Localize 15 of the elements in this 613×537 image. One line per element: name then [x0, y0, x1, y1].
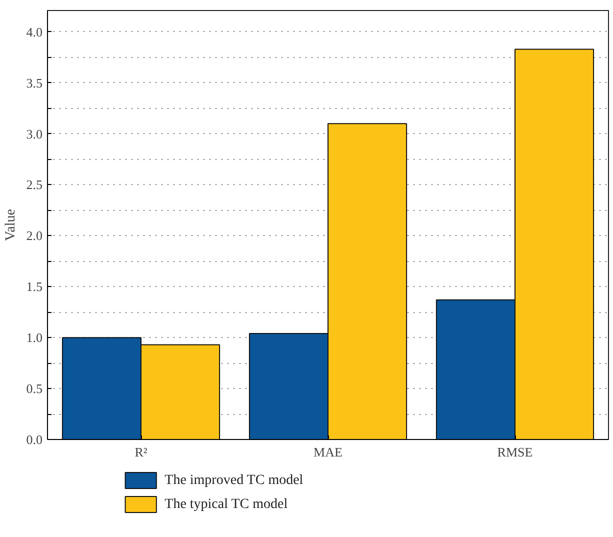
y-axis-title: Value: [3, 209, 18, 241]
x-tick-label: RMSE: [497, 444, 533, 460]
x-tick-label: R²: [134, 444, 148, 460]
y-tick-label: 0.5: [26, 381, 42, 396]
legend-label: The typical TC model: [164, 497, 288, 512]
y-tick-label: 0.0: [26, 432, 42, 447]
y-tick-label: 3.5: [26, 75, 42, 90]
legend-label: The improved TC model: [164, 473, 304, 488]
x-tick-label: MAE: [314, 444, 343, 460]
y-tick-label: 2.5: [26, 177, 42, 192]
y-tick-label: 1.5: [26, 279, 42, 294]
y-tick-label: 4.0: [26, 24, 42, 40]
y-tick-label: 3.0: [26, 126, 42, 142]
y-tick-label: 1.0: [26, 330, 42, 346]
y-tick-label: 2.0: [26, 228, 42, 244]
